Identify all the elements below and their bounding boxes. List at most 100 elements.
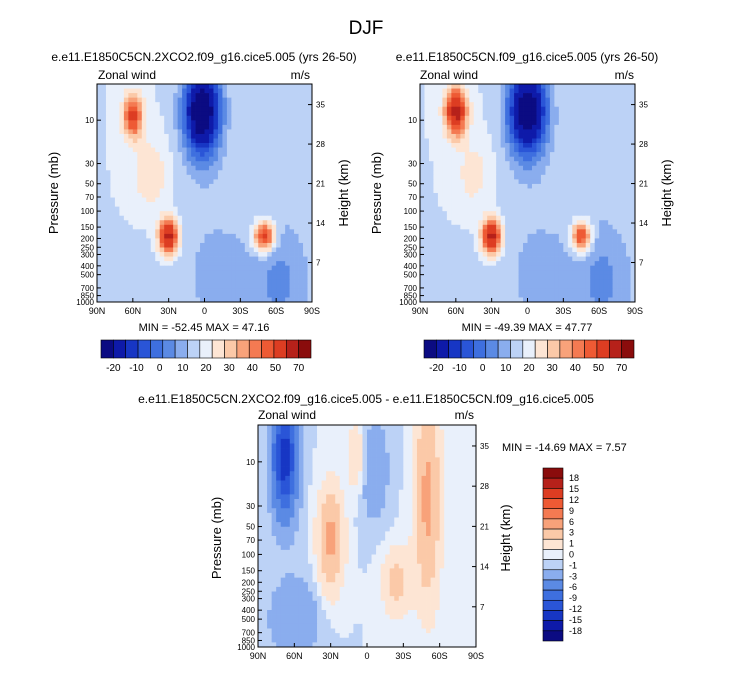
p1-cell: [231, 143, 236, 148]
p1-cell: [133, 288, 138, 293]
p3-cell: [281, 439, 286, 444]
panel-1-y2label: Height (km): [336, 159, 351, 226]
p1-cell: [160, 229, 165, 234]
p2-cell: [451, 261, 456, 266]
p1-cell: [142, 93, 147, 98]
p1-cell: [182, 175, 187, 180]
p1-cell: [151, 184, 156, 189]
p2-cell: [510, 243, 515, 248]
p2-colorbar-swatch: [486, 340, 498, 358]
p2-cell: [626, 211, 631, 216]
p2-cell: [438, 198, 443, 203]
p1-cell: [146, 266, 151, 271]
p1-cell: [240, 93, 245, 98]
p2-cell: [438, 102, 443, 107]
p1-cell: [169, 229, 174, 234]
p2-cell: [433, 98, 438, 103]
p1-cell: [240, 220, 245, 225]
p2-cell: [496, 220, 501, 225]
p2-cell: [429, 148, 434, 153]
p1-cell: [245, 89, 250, 94]
p1-cell: [200, 220, 205, 225]
p2-cell: [536, 257, 541, 262]
p1-cell: [294, 148, 299, 153]
p1-cell: [115, 293, 120, 298]
p2-cell: [519, 139, 524, 144]
p2-cell: [608, 238, 613, 243]
p1-cell: [187, 279, 192, 284]
p1-cell: [146, 129, 151, 134]
p1-cell: [200, 261, 205, 266]
p1-cell: [169, 225, 174, 230]
p1-cell: [173, 238, 178, 243]
p1-cell: [151, 266, 156, 271]
p2-cell: [599, 111, 604, 116]
p2-cell: [604, 84, 609, 89]
p2-cell: [469, 288, 474, 293]
p1-cell: [151, 120, 156, 125]
p2-cell: [622, 98, 627, 103]
p2-cell: [483, 266, 488, 271]
p1-cell: [164, 184, 169, 189]
p3-cell: [335, 425, 340, 430]
p2-cell: [523, 102, 528, 107]
p1-cell: [290, 107, 295, 112]
p1-cell: [178, 170, 183, 175]
p2-cell: [577, 225, 582, 230]
p2-cell: [577, 143, 582, 148]
p1-cell: [267, 284, 272, 289]
p2-cell: [474, 229, 479, 234]
p2-cell: [510, 93, 515, 98]
p1-cell: [200, 102, 205, 107]
p2-cell: [617, 279, 622, 284]
p1-cell: [254, 111, 259, 116]
p3-cell: [417, 434, 422, 439]
p2-cell: [617, 166, 622, 171]
p1-cell: [101, 84, 106, 89]
p1-cell: [240, 216, 245, 221]
p1-cell: [133, 293, 138, 298]
p1-cell: [303, 275, 308, 280]
p1-cell: [137, 157, 142, 162]
p1-cell: [231, 238, 236, 243]
p1-cell: [169, 252, 174, 257]
p2-cell: [626, 161, 631, 166]
p2-cell: [577, 229, 582, 234]
p1-cell: [276, 248, 281, 253]
p1-cell: [236, 111, 241, 116]
p2-cell: [545, 220, 550, 225]
p2-cell: [626, 261, 631, 266]
p1-cell: [240, 84, 245, 89]
p2-cell: [442, 179, 447, 184]
p1-cell: [240, 252, 245, 257]
p1-cell: [124, 148, 129, 153]
p2-cell: [599, 198, 604, 203]
p2-cell: [492, 288, 497, 293]
p2-cell: [599, 175, 604, 180]
p2-cell: [536, 170, 541, 175]
p1-cell: [222, 120, 227, 125]
p2-cell: [528, 102, 533, 107]
p2-cell: [532, 234, 537, 239]
p1-cell: [142, 229, 147, 234]
p1-cell: [169, 266, 174, 271]
p1-cell: [285, 166, 290, 171]
p2-cell: [442, 252, 447, 257]
p2-cell: [536, 248, 541, 253]
p1-cell: [245, 270, 250, 275]
p1-cell: [272, 98, 277, 103]
p2-cell: [438, 125, 443, 130]
p2-cell: [617, 102, 622, 107]
p3-cell: [467, 434, 472, 439]
p2-cell: [510, 139, 515, 144]
p2-cell: [559, 166, 564, 171]
p1-cell: [290, 225, 295, 230]
p2-cell: [447, 116, 452, 121]
p2-cell: [586, 279, 591, 284]
p1-cell: [281, 184, 286, 189]
p2-cell: [541, 252, 546, 257]
p1-cell: [240, 116, 245, 121]
p1-cell: [299, 225, 304, 230]
p2-cell: [483, 211, 488, 216]
p1-cell: [106, 129, 111, 134]
